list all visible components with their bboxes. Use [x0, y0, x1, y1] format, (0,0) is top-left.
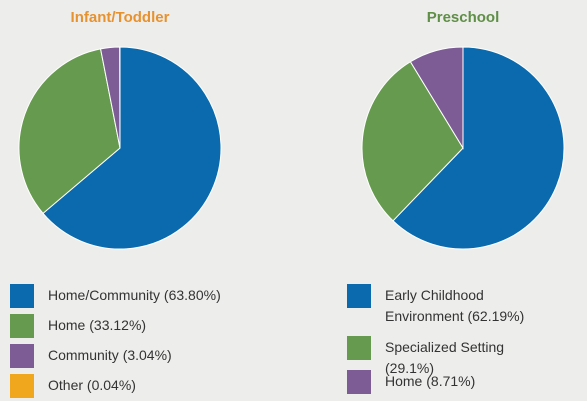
- legend-value: (62.19%): [467, 308, 525, 324]
- legend-label: Other: [48, 377, 84, 393]
- legend-value: (0.04%): [86, 377, 136, 393]
- legend-swatch: [10, 284, 34, 308]
- pie-slice: [409, 46, 464, 150]
- pie-slice: [42, 46, 222, 250]
- legend-label: Early Childhood Environment: [385, 287, 484, 324]
- legend-item: Early Childhood Environment (62.19%): [347, 284, 535, 327]
- charts: Infant/Toddler Preschool: [18, 9, 565, 250]
- legend-text: Home (8.71%): [385, 370, 475, 392]
- legend-swatch: [347, 336, 371, 360]
- legend-text: Home (33.12%): [48, 314, 146, 336]
- pie-slice: [392, 46, 565, 250]
- legend-label: Home: [48, 317, 86, 333]
- legend-value: (33.12%): [89, 317, 147, 333]
- legend-swatch: [347, 370, 371, 394]
- legend-item: Home (8.71%): [347, 370, 475, 394]
- legend-item: Other (0.04%): [10, 374, 136, 398]
- legend-swatch: [10, 344, 34, 368]
- legend-text: Home/Community (63.80%): [48, 284, 221, 306]
- pie-slice: [361, 61, 464, 222]
- legend-item: Home/Community (63.80%): [10, 284, 221, 308]
- legend-text: Specialized Setting (29.1%): [385, 336, 535, 379]
- legend-label: Home/Community: [48, 287, 161, 303]
- chart-title: Infant/Toddler: [71, 9, 170, 26]
- pie-slice: [18, 48, 121, 215]
- legend-item: Community (3.04%): [10, 344, 172, 368]
- legend-item: Specialized Setting (29.1%): [347, 336, 535, 379]
- chart-title: Preschool: [427, 9, 500, 26]
- legend-swatch: [10, 314, 34, 338]
- legend-label: Community: [48, 347, 119, 363]
- legend-swatch: [347, 284, 371, 308]
- legend-item: Home (33.12%): [10, 314, 146, 338]
- legend-swatch: [10, 374, 34, 398]
- legend-value: (29.1%): [385, 360, 435, 376]
- legend-text: Other (0.04%): [48, 374, 136, 396]
- legend-value: (63.80%): [163, 287, 221, 303]
- legend-label: Specialized Setting: [385, 339, 505, 355]
- legend-value: (3.04%): [122, 347, 172, 363]
- legend-text: Early Childhood Environment (62.19%): [385, 284, 535, 327]
- legend-label: Home: [385, 373, 423, 389]
- legend-value: (8.71%): [426, 373, 476, 389]
- legend-text: Community (3.04%): [48, 344, 172, 366]
